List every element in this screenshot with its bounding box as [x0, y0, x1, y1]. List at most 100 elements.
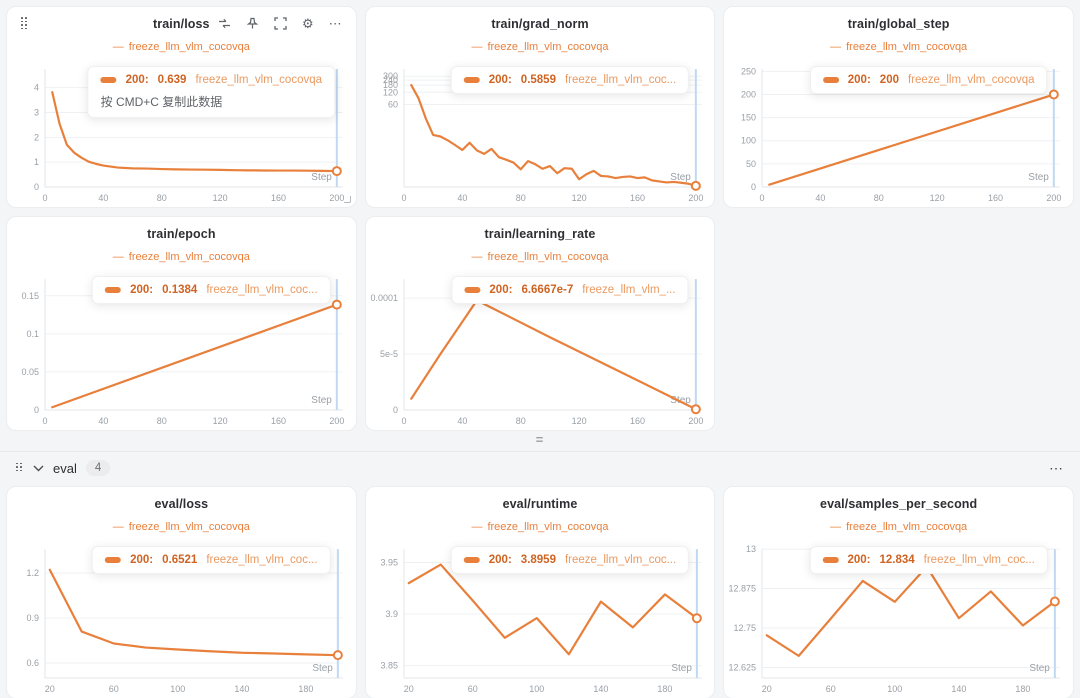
- svg-text:20: 20: [403, 684, 413, 694]
- compare-icon[interactable]: [218, 17, 231, 30]
- svg-text:0.6: 0.6: [26, 658, 39, 668]
- chart-plot-area[interactable]: 60 120 180 240 300 0 40 80 120 160 200 Step 200: 0.…: [366, 64, 715, 207]
- svg-text:3.85: 3.85: [380, 661, 398, 671]
- svg-text:180: 180: [298, 684, 313, 694]
- tooltip-copy-hint: 按 CMD+C 复制此数据: [100, 95, 223, 109]
- tooltip-step: 200:: [125, 74, 149, 86]
- tooltip-series: freeze_llm_vlm_coc...: [564, 554, 677, 566]
- svg-text:1.2: 1.2: [26, 568, 39, 578]
- legend-line-icon: —: [471, 41, 483, 53]
- svg-text:120: 120: [213, 193, 228, 203]
- resize-corner-handle[interactable]: [343, 196, 351, 203]
- svg-text:40: 40: [457, 416, 467, 426]
- chart-tooltip: 200: 0.639 freeze_llm_vlm_cocovqa 按 CMD+…: [87, 66, 336, 118]
- svg-text:120: 120: [571, 193, 586, 203]
- svg-text:Step: Step: [1030, 663, 1051, 674]
- chart-plot-area[interactable]: 0 0.05 0.1 0.15 0 40 80 120 160 200 Step 200: 0.13…: [7, 274, 356, 430]
- legend-line-icon: —: [830, 41, 842, 53]
- series-color-swatch: [463, 557, 480, 563]
- svg-text:160: 160: [630, 416, 645, 426]
- chart-card-eval-loss[interactable]: eval/loss — freeze_llm_vlm_cocovqa 0.6 0.…: [6, 486, 357, 698]
- svg-text:200: 200: [329, 193, 344, 203]
- chart-plot-area[interactable]: 0 5e-5 0.0001 0 40 80 120 160 200 Step 200: 6.666…: [366, 274, 715, 430]
- chart-card-eval-samples-per-second[interactable]: eval/samples_per_second — freeze_llm_vlm…: [723, 486, 1074, 698]
- svg-text:120: 120: [383, 87, 398, 97]
- tooltip-series: freeze_llm_vlm_...: [582, 284, 676, 296]
- chart-plot-area[interactable]: 3.85 3.9 3.95 20 60 100 140 180 Step 200: 3.8959…: [366, 544, 715, 698]
- legend-series-label: freeze_llm_vlm_cocovqa: [128, 41, 250, 53]
- eval-charts-grid: eval/loss — freeze_llm_vlm_cocovqa 0.6 0.…: [0, 482, 1080, 698]
- chart-legend[interactable]: — freeze_llm_vlm_cocovqa: [366, 521, 715, 533]
- chart-legend[interactable]: — freeze_llm_vlm_cocovqa: [366, 41, 715, 53]
- chart-legend[interactable]: — freeze_llm_vlm_cocovqa: [7, 521, 356, 533]
- legend-line-icon: —: [112, 41, 124, 53]
- svg-text:160: 160: [271, 416, 286, 426]
- svg-text:200: 200: [688, 193, 703, 203]
- chart-legend[interactable]: — freeze_llm_vlm_cocovqa: [7, 41, 356, 53]
- chart-plot-area[interactable]: 0 50 100 150 200 250 0 40 80 120 160 200 Step 200: 2…: [724, 64, 1073, 207]
- more-icon[interactable]: ⋯: [1049, 459, 1064, 476]
- legend-series-label: freeze_llm_vlm_cocovqa: [128, 521, 250, 533]
- tooltip-series: freeze_llm_vlm_coc...: [206, 284, 318, 296]
- chart-legend[interactable]: — freeze_llm_vlm_cocovqa: [366, 251, 715, 263]
- section-divider: =: [0, 431, 1080, 452]
- chart-card-train-grad-norm[interactable]: train/grad_norm — freeze_llm_vlm_cocovqa…: [364, 6, 716, 208]
- more-icon[interactable]: ⋯: [328, 16, 342, 31]
- svg-text:0: 0: [393, 405, 398, 415]
- chart-card-eval-runtime[interactable]: eval/runtime — freeze_llm_vlm_cocovqa 3.…: [364, 486, 716, 698]
- svg-text:200: 200: [741, 89, 756, 99]
- tooltip-value: 3.8959: [520, 554, 556, 566]
- svg-text:0.15: 0.15: [21, 291, 39, 301]
- legend-series-label: freeze_llm_vlm_cocovqa: [846, 521, 968, 533]
- section-resize-handle-icon[interactable]: =: [535, 432, 545, 447]
- svg-text:0: 0: [34, 182, 39, 192]
- chevron-down-icon[interactable]: [33, 465, 44, 472]
- legend-series-label: freeze_llm_vlm_cocovqa: [128, 251, 250, 263]
- svg-text:0: 0: [42, 416, 47, 426]
- chart-plot-area[interactable]: 12.625 12.75 12.875 13 20 60 100 140 180 Step 200…: [724, 544, 1073, 698]
- svg-text:3.95: 3.95: [380, 557, 398, 567]
- svg-text:80: 80: [157, 193, 167, 203]
- legend-series-label: freeze_llm_vlm_cocovqa: [846, 41, 968, 53]
- svg-text:12.625: 12.625: [729, 663, 756, 673]
- svg-text:180: 180: [383, 80, 398, 90]
- svg-text:60: 60: [826, 684, 836, 694]
- svg-text:12.875: 12.875: [729, 584, 756, 594]
- chart-legend[interactable]: — freeze_llm_vlm_cocovqa: [724, 521, 1073, 533]
- pin-icon[interactable]: [246, 17, 259, 30]
- chart-card-train-epoch[interactable]: train/epoch — freeze_llm_vlm_cocovqa 0 0.…: [6, 216, 357, 431]
- chart-title: eval/runtime: [502, 497, 578, 511]
- chart-card-train-learning-rate[interactable]: train/learning_rate — freeze_llm_vlm_coc…: [364, 216, 716, 431]
- svg-text:Step: Step: [1029, 172, 1050, 183]
- svg-text:100: 100: [888, 684, 903, 694]
- svg-text:40: 40: [816, 193, 826, 203]
- legend-line-icon: —: [471, 521, 483, 533]
- drag-handle-icon[interactable]: [21, 17, 29, 31]
- legend-series-label: freeze_llm_vlm_cocovqa: [487, 41, 609, 53]
- tooltip-series: freeze_llm_vlm_coc...: [206, 554, 318, 566]
- fullscreen-icon[interactable]: [274, 17, 287, 30]
- line-chart-svg[interactable]: 0 0.05 0.1 0.15 0 40 80 120 160 200 Step: [7, 274, 356, 430]
- tooltip-step: 200:: [489, 284, 513, 296]
- svg-text:40: 40: [98, 193, 108, 203]
- svg-text:80: 80: [157, 416, 167, 426]
- drag-handle-icon[interactable]: [16, 462, 24, 474]
- svg-text:140: 140: [952, 684, 967, 694]
- chart-plot-area[interactable]: 0.6 0.9 1.2 20 60 100 140 180 Step 200: 0.6521 f…: [7, 544, 356, 698]
- chart-card-train-global-step[interactable]: train/global_step — freeze_llm_vlm_cocov…: [723, 6, 1074, 208]
- chart-legend[interactable]: — freeze_llm_vlm_cocovqa: [724, 41, 1073, 53]
- svg-text:160: 160: [271, 193, 286, 203]
- train-charts-grid: ⚙ ⋯ train/loss — freeze_llm_vlm_cocovqa …: [6, 6, 1074, 431]
- chart-title: eval/samples_per_second: [820, 497, 978, 511]
- eval-count-badge: 4: [85, 460, 111, 476]
- gear-icon[interactable]: ⚙: [302, 16, 314, 31]
- tooltip-step: 200:: [488, 554, 512, 566]
- line-chart-svg[interactable]: 0 5e-5 0.0001 0 40 80 120 160 200 Step: [366, 274, 715, 430]
- svg-text:200: 200: [329, 416, 344, 426]
- svg-text:160: 160: [630, 193, 645, 203]
- chart-card-train-loss[interactable]: ⚙ ⋯ train/loss — freeze_llm_vlm_cocovqa …: [6, 6, 357, 208]
- chart-legend[interactable]: — freeze_llm_vlm_cocovqa: [7, 251, 356, 263]
- svg-text:0: 0: [751, 182, 756, 192]
- chart-plot-area[interactable]: 0 1 2 3 4 0 40 80 120 160 200 Step 200: 0.639 freez…: [7, 64, 356, 207]
